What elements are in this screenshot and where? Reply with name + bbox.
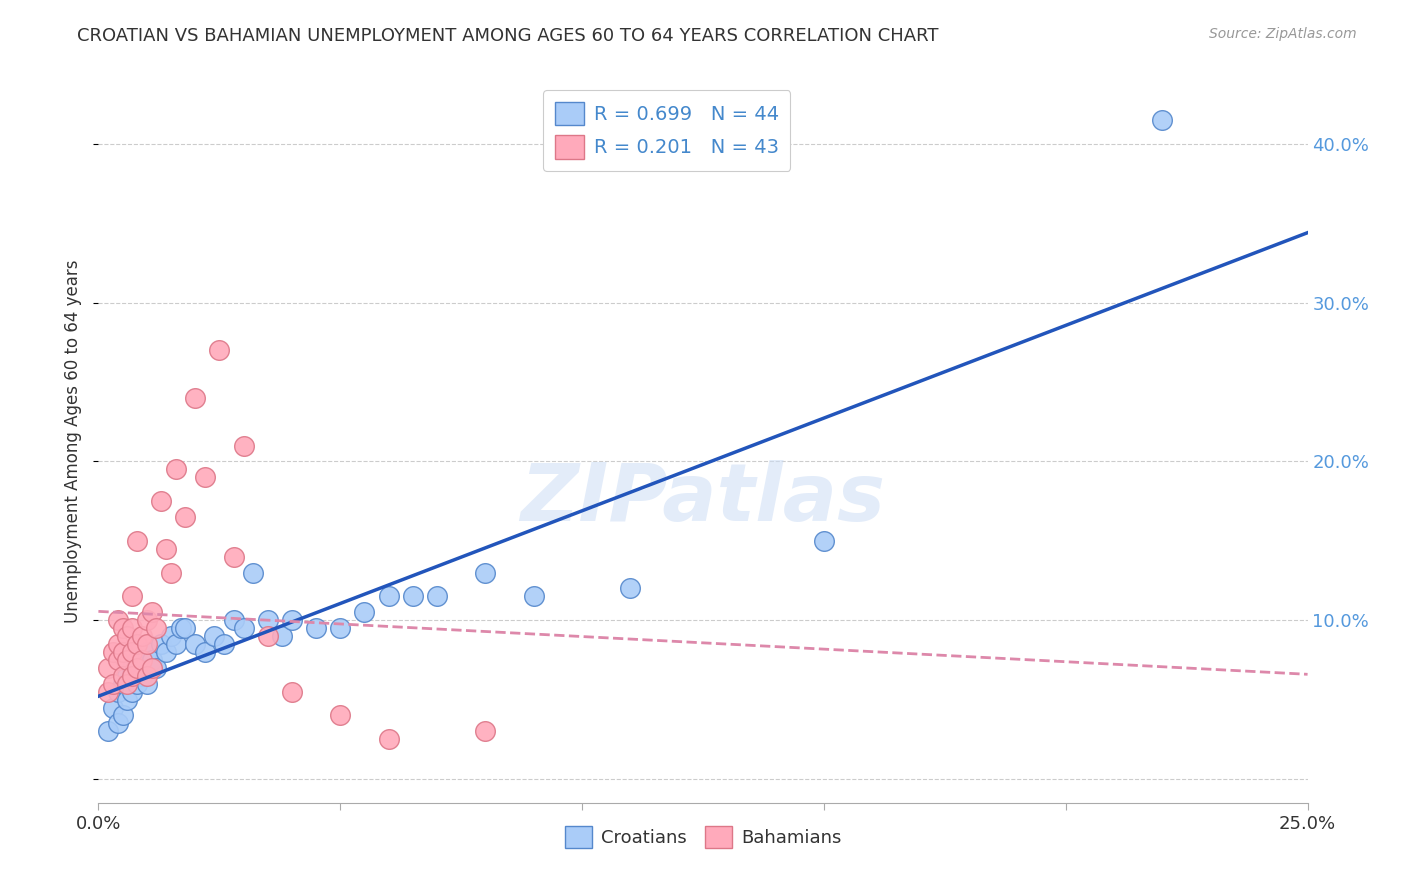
- Point: [121, 669, 143, 683]
- Point: [135, 637, 157, 651]
- Text: Source: ZipAtlas.com: Source: ZipAtlas.com: [1209, 27, 1357, 41]
- Point: [256, 613, 278, 627]
- Point: [121, 645, 143, 659]
- Point: [474, 566, 496, 580]
- Point: [165, 462, 187, 476]
- Point: [222, 613, 245, 627]
- Point: [101, 700, 124, 714]
- Point: [377, 732, 399, 747]
- Point: [97, 684, 120, 698]
- Point: [329, 621, 352, 635]
- Point: [1152, 113, 1174, 128]
- Point: [242, 566, 264, 580]
- Point: [111, 645, 134, 659]
- Point: [353, 605, 375, 619]
- Point: [107, 716, 129, 731]
- Point: [135, 645, 157, 659]
- Point: [107, 637, 129, 651]
- Point: [208, 343, 231, 358]
- Point: [107, 613, 129, 627]
- Point: [426, 590, 449, 604]
- Point: [619, 582, 641, 596]
- Point: [131, 669, 153, 683]
- Point: [131, 629, 153, 643]
- Point: [145, 661, 167, 675]
- Point: [194, 645, 217, 659]
- Point: [329, 708, 352, 723]
- Point: [256, 629, 278, 643]
- Point: [160, 629, 183, 643]
- Point: [121, 590, 143, 604]
- Point: [184, 391, 207, 405]
- Point: [141, 661, 163, 675]
- Point: [184, 637, 207, 651]
- Point: [117, 692, 139, 706]
- Point: [232, 621, 254, 635]
- Point: [117, 629, 139, 643]
- Point: [101, 645, 124, 659]
- Point: [111, 708, 134, 723]
- Point: [232, 438, 254, 452]
- Point: [107, 684, 129, 698]
- Point: [165, 637, 187, 651]
- Point: [97, 661, 120, 675]
- Point: [117, 653, 139, 667]
- Point: [145, 621, 167, 635]
- Point: [222, 549, 245, 564]
- Point: [131, 653, 153, 667]
- Point: [155, 645, 177, 659]
- Point: [174, 510, 197, 524]
- Point: [135, 676, 157, 690]
- Text: CROATIAN VS BAHAMIAN UNEMPLOYMENT AMONG AGES 60 TO 64 YEARS CORRELATION CHART: CROATIAN VS BAHAMIAN UNEMPLOYMENT AMONG …: [77, 27, 939, 45]
- Point: [117, 676, 139, 690]
- Point: [121, 621, 143, 635]
- Y-axis label: Unemployment Among Ages 60 to 64 years: Unemployment Among Ages 60 to 64 years: [65, 260, 83, 624]
- Point: [281, 613, 304, 627]
- Point: [169, 621, 191, 635]
- Legend: Croatians, Bahamians: Croatians, Bahamians: [558, 819, 848, 855]
- Point: [135, 613, 157, 627]
- Point: [377, 590, 399, 604]
- Point: [127, 661, 149, 675]
- Point: [271, 629, 294, 643]
- Point: [127, 533, 149, 548]
- Point: [127, 653, 149, 667]
- Point: [111, 669, 134, 683]
- Point: [212, 637, 235, 651]
- Point: [281, 684, 304, 698]
- Point: [121, 684, 143, 698]
- Point: [107, 653, 129, 667]
- Point: [194, 470, 217, 484]
- Point: [204, 629, 226, 643]
- Point: [402, 590, 425, 604]
- Point: [111, 676, 134, 690]
- Point: [174, 621, 197, 635]
- Point: [305, 621, 328, 635]
- Point: [155, 541, 177, 556]
- Point: [474, 724, 496, 739]
- Point: [127, 637, 149, 651]
- Point: [813, 533, 835, 548]
- Point: [127, 676, 149, 690]
- Point: [101, 676, 124, 690]
- Point: [121, 661, 143, 675]
- Point: [97, 724, 120, 739]
- Point: [135, 669, 157, 683]
- Text: ZIPatlas: ZIPatlas: [520, 460, 886, 539]
- Point: [523, 590, 546, 604]
- Point: [141, 605, 163, 619]
- Point: [150, 637, 173, 651]
- Point: [141, 653, 163, 667]
- Point: [111, 621, 134, 635]
- Point: [150, 494, 173, 508]
- Point: [117, 669, 139, 683]
- Point: [160, 566, 183, 580]
